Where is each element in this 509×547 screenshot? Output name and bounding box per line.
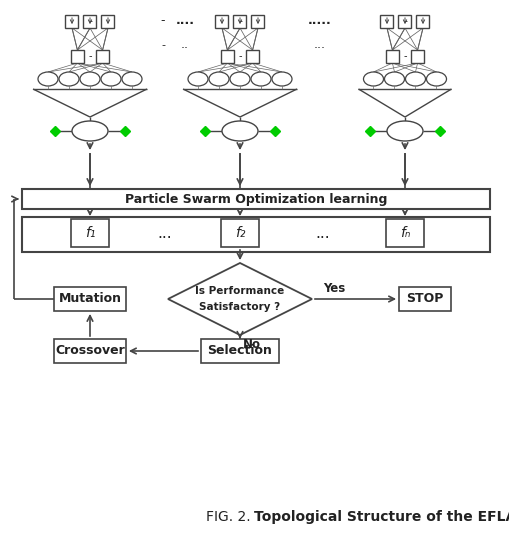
Ellipse shape bbox=[272, 72, 292, 86]
Ellipse shape bbox=[251, 72, 271, 86]
FancyBboxPatch shape bbox=[83, 15, 97, 28]
Text: ...: ... bbox=[315, 225, 330, 241]
Text: .....: ..... bbox=[308, 15, 332, 27]
Text: Selection: Selection bbox=[208, 345, 272, 358]
Text: Particle Swarm Optimization learning: Particle Swarm Optimization learning bbox=[125, 193, 387, 206]
FancyBboxPatch shape bbox=[201, 339, 279, 363]
FancyBboxPatch shape bbox=[96, 50, 109, 63]
Text: f₂: f₂ bbox=[235, 226, 245, 240]
Text: Satisfactory ?: Satisfactory ? bbox=[200, 302, 280, 312]
Text: Topological Structure of the EFLANN.: Topological Structure of the EFLANN. bbox=[254, 510, 509, 524]
FancyBboxPatch shape bbox=[101, 15, 115, 28]
Text: ....: .... bbox=[176, 15, 194, 27]
Ellipse shape bbox=[230, 72, 250, 86]
Text: Crossover: Crossover bbox=[55, 345, 125, 358]
Text: -: - bbox=[238, 51, 242, 61]
FancyBboxPatch shape bbox=[251, 15, 265, 28]
Text: -: - bbox=[238, 16, 242, 26]
Ellipse shape bbox=[384, 72, 405, 86]
Ellipse shape bbox=[101, 72, 121, 86]
Text: Is Performance: Is Performance bbox=[195, 286, 285, 296]
FancyBboxPatch shape bbox=[71, 50, 84, 63]
Ellipse shape bbox=[222, 121, 258, 141]
Ellipse shape bbox=[188, 72, 208, 86]
Ellipse shape bbox=[209, 72, 229, 86]
FancyBboxPatch shape bbox=[221, 219, 259, 247]
FancyBboxPatch shape bbox=[399, 15, 411, 28]
Text: ...: ... bbox=[314, 38, 326, 51]
Ellipse shape bbox=[363, 72, 383, 86]
Text: fₙ: fₙ bbox=[400, 226, 410, 240]
FancyBboxPatch shape bbox=[416, 15, 430, 28]
FancyBboxPatch shape bbox=[215, 15, 229, 28]
FancyBboxPatch shape bbox=[221, 50, 234, 63]
FancyBboxPatch shape bbox=[386, 50, 399, 63]
FancyBboxPatch shape bbox=[22, 189, 490, 209]
Text: Yes: Yes bbox=[323, 282, 345, 295]
FancyBboxPatch shape bbox=[54, 339, 126, 363]
FancyBboxPatch shape bbox=[246, 50, 259, 63]
Text: -: - bbox=[403, 51, 407, 61]
Text: -: - bbox=[161, 40, 165, 50]
FancyBboxPatch shape bbox=[54, 287, 126, 311]
FancyBboxPatch shape bbox=[411, 50, 424, 63]
FancyBboxPatch shape bbox=[71, 219, 109, 247]
Text: ..: .. bbox=[181, 38, 189, 51]
Text: No: No bbox=[243, 337, 261, 351]
Ellipse shape bbox=[406, 72, 426, 86]
FancyBboxPatch shape bbox=[381, 15, 393, 28]
Ellipse shape bbox=[72, 121, 108, 141]
FancyBboxPatch shape bbox=[386, 219, 424, 247]
Text: f₁: f₁ bbox=[85, 226, 95, 240]
FancyBboxPatch shape bbox=[22, 217, 490, 252]
Text: ...: ... bbox=[158, 225, 173, 241]
Text: FIG. 2.: FIG. 2. bbox=[206, 510, 254, 524]
Text: -: - bbox=[403, 16, 407, 26]
Ellipse shape bbox=[122, 72, 142, 86]
Ellipse shape bbox=[80, 72, 100, 86]
Text: -: - bbox=[161, 15, 165, 27]
FancyBboxPatch shape bbox=[399, 287, 451, 311]
FancyBboxPatch shape bbox=[66, 15, 78, 28]
Ellipse shape bbox=[38, 72, 58, 86]
Text: Mutation: Mutation bbox=[59, 293, 122, 306]
Polygon shape bbox=[168, 263, 312, 335]
Ellipse shape bbox=[387, 121, 423, 141]
Text: STOP: STOP bbox=[406, 293, 444, 306]
Text: -: - bbox=[88, 51, 92, 61]
Ellipse shape bbox=[59, 72, 79, 86]
Ellipse shape bbox=[427, 72, 446, 86]
Text: -: - bbox=[88, 16, 92, 26]
FancyBboxPatch shape bbox=[234, 15, 246, 28]
